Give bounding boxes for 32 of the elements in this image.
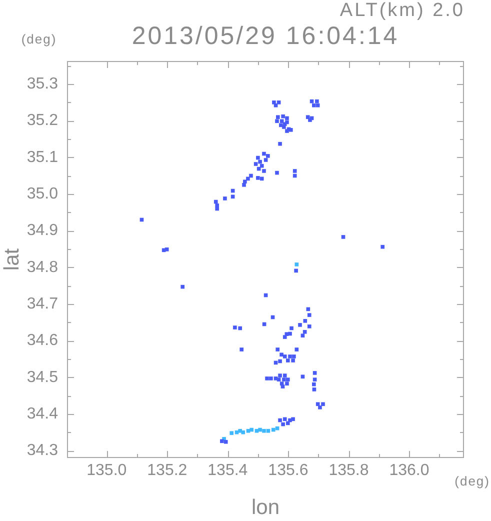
x-tick-label: 135.8 xyxy=(328,462,369,480)
x-tick-label: 135.4 xyxy=(208,462,248,480)
y-tick-label: 35.1 xyxy=(26,148,58,166)
chart-subtitle: ALT(km) 2.0 xyxy=(340,0,465,22)
text: (deg) xyxy=(454,474,490,489)
x-tick-label: 135.2 xyxy=(147,462,188,480)
point xyxy=(262,428,266,433)
text: (deg) xyxy=(21,32,57,47)
y-tick-label: 34.7 xyxy=(26,295,58,312)
x-tick-label: 135.0 xyxy=(86,462,127,480)
point xyxy=(258,428,262,432)
y-tick-label: 34.8 xyxy=(26,258,58,276)
y-tick-label: 35.0 xyxy=(26,185,58,202)
y-tick-label: 34.9 xyxy=(26,222,58,240)
x-axis-title: lon xyxy=(251,496,280,520)
point xyxy=(241,430,246,434)
x-tick-label: 136.0 xyxy=(389,462,430,480)
y-tick-label: 35.2 xyxy=(26,112,58,130)
chart-title: 2013/05/29 16:04:14 xyxy=(132,22,400,50)
point xyxy=(250,428,254,432)
y-tick-label: 34.3 xyxy=(26,442,58,460)
y-axis-title: lat xyxy=(0,248,24,271)
y-tick-label: 34.6 xyxy=(26,332,58,350)
x-tick-label: 135.6 xyxy=(268,462,308,480)
point xyxy=(294,262,299,266)
point xyxy=(271,428,276,432)
point xyxy=(266,428,270,433)
y-tick-label: 34.5 xyxy=(26,368,58,386)
point xyxy=(230,431,234,435)
y-tick-label: 35.3 xyxy=(26,76,58,92)
point xyxy=(238,428,242,433)
y-tick-label: 34.4 xyxy=(26,405,58,422)
